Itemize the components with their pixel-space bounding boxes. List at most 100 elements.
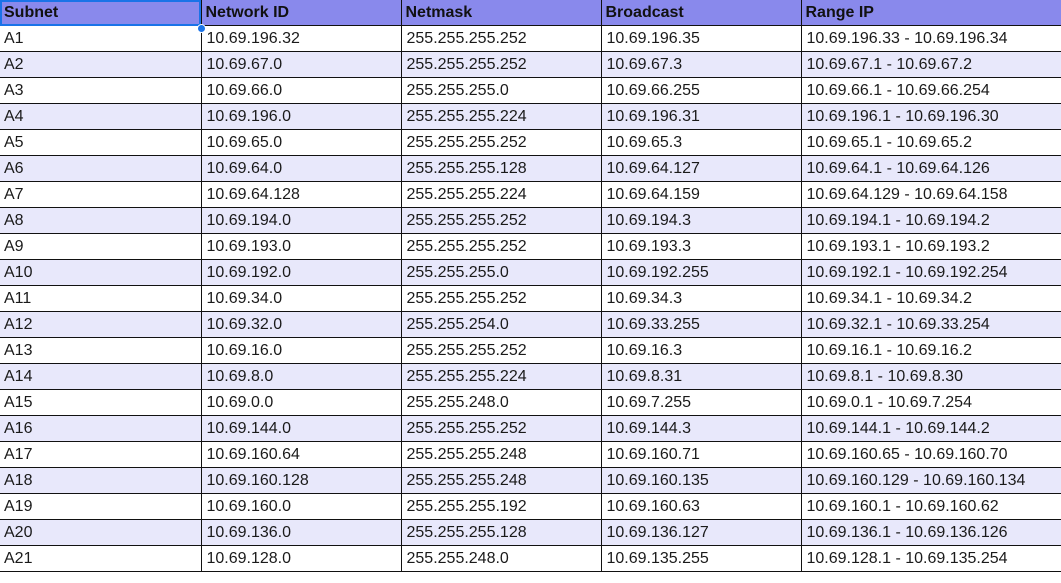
cell-network-id[interactable]: 10.69.64.128 <box>200 181 402 208</box>
cell-broadcast[interactable]: 10.69.160.63 <box>600 493 802 520</box>
cell-broadcast[interactable]: 10.69.67.3 <box>600 51 802 78</box>
cell-network-id[interactable]: 10.69.160.64 <box>200 441 402 468</box>
cell-subnet[interactable]: A1 <box>0 25 202 52</box>
header-netmask[interactable]: Netmask <box>400 0 602 26</box>
header-subnet[interactable]: Subnet <box>0 0 202 26</box>
cell-network-id[interactable]: 10.69.193.0 <box>200 233 402 260</box>
cell-network-id[interactable]: 10.69.8.0 <box>200 363 402 390</box>
cell-netmask[interactable]: 255.255.255.252 <box>400 285 602 312</box>
cell-network-id[interactable]: 10.69.0.0 <box>200 389 402 416</box>
cell-subnet[interactable]: A20 <box>0 519 202 546</box>
cell-netmask[interactable]: 255.255.248.0 <box>400 389 602 416</box>
cell-subnet[interactable]: A16 <box>0 415 202 442</box>
cell-broadcast[interactable]: 10.69.144.3 <box>600 415 802 442</box>
cell-network-id[interactable]: 10.69.196.0 <box>200 103 402 130</box>
cell-network-id[interactable]: 10.69.196.32 <box>200 25 402 52</box>
cell-network-id[interactable]: 10.69.16.0 <box>200 337 402 364</box>
cell-range-ip[interactable]: 10.69.67.1 - 10.69.67.2 <box>800 51 1061 78</box>
cell-range-ip[interactable]: 10.69.196.1 - 10.69.196.30 <box>800 103 1061 130</box>
cell-subnet[interactable]: A12 <box>0 311 202 338</box>
cell-broadcast[interactable]: 10.69.196.31 <box>600 103 802 130</box>
cell-broadcast[interactable]: 10.69.64.159 <box>600 181 802 208</box>
cell-range-ip[interactable]: 10.69.192.1 - 10.69.192.254 <box>800 259 1061 286</box>
cell-broadcast[interactable]: 10.69.16.3 <box>600 337 802 364</box>
cell-network-id[interactable]: 10.69.160.128 <box>200 467 402 494</box>
cell-subnet[interactable]: A11 <box>0 285 202 312</box>
cell-network-id[interactable]: 10.69.136.0 <box>200 519 402 546</box>
cell-range-ip[interactable]: 10.69.160.129 - 10.69.160.134 <box>800 467 1061 494</box>
cell-subnet[interactable]: A9 <box>0 233 202 260</box>
cell-network-id[interactable]: 10.69.67.0 <box>200 51 402 78</box>
cell-subnet[interactable]: A4 <box>0 103 202 130</box>
cell-range-ip[interactable]: 10.69.128.1 - 10.69.135.254 <box>800 545 1061 572</box>
cell-network-id[interactable]: 10.69.128.0 <box>200 545 402 572</box>
cell-subnet[interactable]: A14 <box>0 363 202 390</box>
cell-netmask[interactable]: 255.255.255.248 <box>400 467 602 494</box>
cell-range-ip[interactable]: 10.69.160.1 - 10.69.160.62 <box>800 493 1061 520</box>
cell-network-id[interactable]: 10.69.194.0 <box>200 207 402 234</box>
cell-broadcast[interactable]: 10.69.34.3 <box>600 285 802 312</box>
cell-network-id[interactable]: 10.69.34.0 <box>200 285 402 312</box>
cell-netmask[interactable]: 255.255.255.224 <box>400 363 602 390</box>
cell-subnet[interactable]: A10 <box>0 259 202 286</box>
cell-network-id[interactable]: 10.69.32.0 <box>200 311 402 338</box>
cell-netmask[interactable]: 255.255.255.252 <box>400 415 602 442</box>
cell-range-ip[interactable]: 10.69.64.1 - 10.69.64.126 <box>800 155 1061 182</box>
cell-subnet[interactable]: A19 <box>0 493 202 520</box>
cell-range-ip[interactable]: 10.69.196.33 - 10.69.196.34 <box>800 25 1061 52</box>
cell-range-ip[interactable]: 10.69.32.1 - 10.69.33.254 <box>800 311 1061 338</box>
cell-broadcast[interactable]: 10.69.65.3 <box>600 129 802 156</box>
cell-broadcast[interactable]: 10.69.194.3 <box>600 207 802 234</box>
cell-netmask[interactable]: 255.255.255.252 <box>400 25 602 52</box>
cell-range-ip[interactable]: 10.69.66.1 - 10.69.66.254 <box>800 77 1061 104</box>
header-broadcast[interactable]: Broadcast <box>600 0 802 26</box>
cell-broadcast[interactable]: 10.69.8.31 <box>600 363 802 390</box>
cell-range-ip[interactable]: 10.69.136.1 - 10.69.136.126 <box>800 519 1061 546</box>
cell-netmask[interactable]: 255.255.255.128 <box>400 155 602 182</box>
cell-subnet[interactable]: A8 <box>0 207 202 234</box>
cell-range-ip[interactable]: 10.69.194.1 - 10.69.194.2 <box>800 207 1061 234</box>
cell-subnet[interactable]: A15 <box>0 389 202 416</box>
cell-range-ip[interactable]: 10.69.193.1 - 10.69.193.2 <box>800 233 1061 260</box>
cell-range-ip[interactable]: 10.69.64.129 - 10.69.64.158 <box>800 181 1061 208</box>
cell-subnet[interactable]: A21 <box>0 545 202 572</box>
cell-broadcast[interactable]: 10.69.192.255 <box>600 259 802 286</box>
cell-subnet[interactable]: A2 <box>0 51 202 78</box>
cell-subnet[interactable]: A5 <box>0 129 202 156</box>
cell-netmask[interactable]: 255.255.254.0 <box>400 311 602 338</box>
cell-subnet[interactable]: A17 <box>0 441 202 468</box>
selection-fill-handle[interactable] <box>197 24 206 33</box>
cell-subnet[interactable]: A13 <box>0 337 202 364</box>
cell-network-id[interactable]: 10.69.192.0 <box>200 259 402 286</box>
cell-broadcast[interactable]: 10.69.160.135 <box>600 467 802 494</box>
cell-netmask[interactable]: 255.255.255.252 <box>400 51 602 78</box>
cell-subnet[interactable]: A7 <box>0 181 202 208</box>
cell-subnet[interactable]: A6 <box>0 155 202 182</box>
cell-network-id[interactable]: 10.69.160.0 <box>200 493 402 520</box>
cell-netmask[interactable]: 255.255.255.192 <box>400 493 602 520</box>
cell-broadcast[interactable]: 10.69.135.255 <box>600 545 802 572</box>
cell-range-ip[interactable]: 10.69.0.1 - 10.69.7.254 <box>800 389 1061 416</box>
cell-broadcast[interactable]: 10.69.33.255 <box>600 311 802 338</box>
cell-broadcast[interactable]: 10.69.7.255 <box>600 389 802 416</box>
cell-netmask[interactable]: 255.255.255.224 <box>400 103 602 130</box>
cell-broadcast[interactable]: 10.69.193.3 <box>600 233 802 260</box>
cell-netmask[interactable]: 255.255.255.252 <box>400 129 602 156</box>
cell-network-id[interactable]: 10.69.66.0 <box>200 77 402 104</box>
cell-subnet[interactable]: A18 <box>0 467 202 494</box>
cell-broadcast[interactable]: 10.69.66.255 <box>600 77 802 104</box>
cell-subnet[interactable]: A3 <box>0 77 202 104</box>
cell-range-ip[interactable]: 10.69.65.1 - 10.69.65.2 <box>800 129 1061 156</box>
cell-broadcast[interactable]: 10.69.160.71 <box>600 441 802 468</box>
cell-netmask[interactable]: 255.255.255.224 <box>400 181 602 208</box>
cell-netmask[interactable]: 255.255.255.248 <box>400 441 602 468</box>
cell-range-ip[interactable]: 10.69.8.1 - 10.69.8.30 <box>800 363 1061 390</box>
cell-netmask[interactable]: 255.255.255.252 <box>400 337 602 364</box>
cell-netmask[interactable]: 255.255.255.252 <box>400 233 602 260</box>
cell-range-ip[interactable]: 10.69.34.1 - 10.69.34.2 <box>800 285 1061 312</box>
cell-network-id[interactable]: 10.69.65.0 <box>200 129 402 156</box>
cell-range-ip[interactable]: 10.69.160.65 - 10.69.160.70 <box>800 441 1061 468</box>
header-network-id[interactable]: Network ID <box>200 0 402 26</box>
cell-netmask[interactable]: 255.255.255.128 <box>400 519 602 546</box>
cell-netmask[interactable]: 255.255.255.0 <box>400 259 602 286</box>
